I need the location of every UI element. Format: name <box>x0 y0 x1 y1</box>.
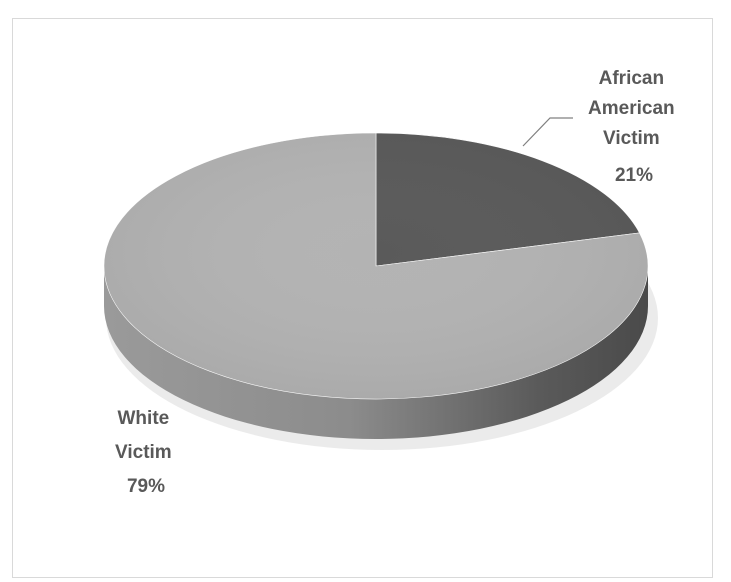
data-label-white: White Victim 79% <box>115 408 177 497</box>
data-label-african-american: African American Victim 21% <box>588 68 680 186</box>
label-line: Victim <box>603 128 660 149</box>
label-line: White <box>118 408 170 429</box>
label-line: African <box>599 68 664 89</box>
pie-side <box>104 266 648 439</box>
label-pct: 21% <box>615 165 653 186</box>
label-line: American <box>588 98 675 119</box>
label-pct: 79% <box>127 476 165 497</box>
label-line: Victim <box>115 442 172 463</box>
pie-top-shade <box>104 133 648 399</box>
leader-line-african-american <box>522 117 573 147</box>
